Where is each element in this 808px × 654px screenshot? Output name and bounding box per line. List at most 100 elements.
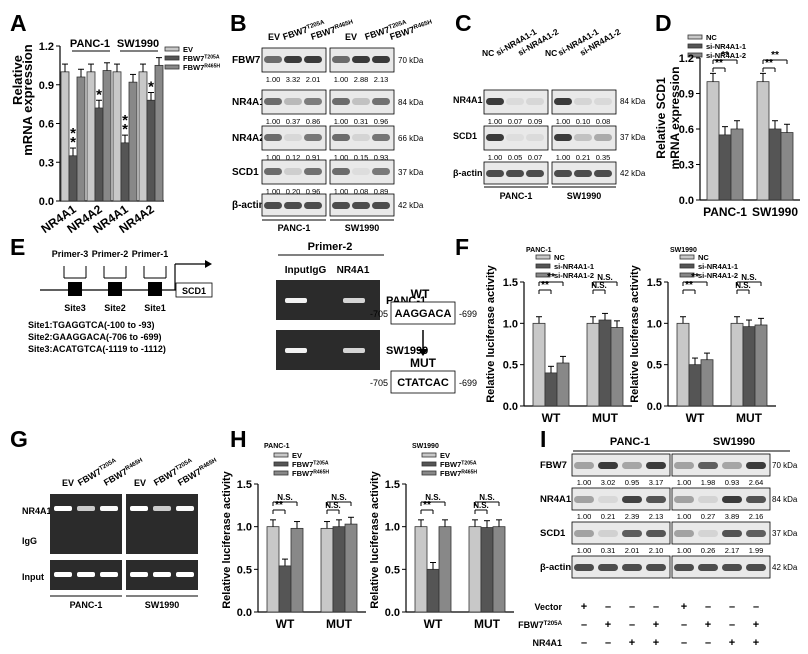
panel-g-row-label: IgG	[22, 536, 37, 546]
panel-a-sig-star: *	[70, 134, 76, 151]
panel-d-bar	[718, 134, 732, 201]
panel-f-x-tick-label: WT	[542, 411, 561, 425]
panel-e-gel-title: Primer-2	[308, 241, 353, 253]
panel-b-kda: 42 kDa	[398, 201, 424, 210]
panel-a-legend-swatch	[164, 46, 180, 52]
panel-f-mut-label: MUT	[410, 356, 437, 370]
panel-f-bar	[598, 319, 612, 407]
panel-i-treatment-mark: +	[729, 637, 735, 649]
panel-d-y-tick-label: 0.9	[679, 89, 694, 101]
panel-f-legend-swatch	[535, 254, 551, 260]
panel-c-band	[506, 134, 524, 141]
panel-i-band	[746, 462, 766, 469]
panel-d-y-label-2: mRNA expression	[668, 67, 682, 170]
panel-h-y-tick-label: 0.0	[385, 607, 400, 619]
panel-b-band	[304, 56, 322, 63]
panel-e-site-box	[68, 282, 82, 296]
panel-i-band	[722, 530, 742, 537]
panel-i-treatment-mark: +	[753, 637, 759, 649]
panel-e-site-seq: Site1:TGAGGTCA(-100 to -93)	[28, 320, 155, 330]
panel-i-row-label: NR4A1	[540, 494, 572, 505]
panel-i-band	[722, 564, 742, 571]
panel-g-gel-band	[54, 506, 72, 511]
panel-e-site-label: Site3	[64, 303, 86, 313]
panel-f-y-tick-label: 1.5	[503, 277, 518, 289]
panel-h-legend-label: FBW7T205A	[292, 460, 329, 469]
panel-i-treatment-mark: +	[581, 601, 587, 613]
panel-c-density-value: 1.00	[556, 117, 571, 126]
panel-b-kda: 66 kDa	[398, 134, 424, 143]
panel-f-mut-box	[390, 370, 456, 394]
panel-b-band	[372, 168, 390, 175]
panel-e-primer-label: Primer-2	[92, 249, 129, 259]
panel-i-treatment-mark: –	[729, 619, 735, 631]
panel-a-bar	[120, 142, 130, 202]
panel-i-treatment-label: NR4A1	[532, 638, 562, 648]
panel-d-legend-label: si-NR4A1-2	[706, 51, 746, 60]
panel-e-gel-band	[343, 298, 365, 303]
panel-a-legend-swatch	[164, 55, 180, 61]
panel-c-band	[486, 98, 504, 105]
panel-c-row-label: NR4A1	[453, 95, 483, 105]
panel-f-bar	[700, 359, 714, 407]
panel-h-y-label: Relative luciferase activity	[369, 470, 381, 608]
panel-a-bar	[68, 155, 78, 202]
panel-f-bar	[586, 322, 600, 407]
panel-i-band	[574, 496, 594, 503]
panel-b-density-value: 0.96	[306, 187, 321, 196]
panel-f-bar	[676, 322, 690, 407]
panel-a-sig-star: *	[148, 79, 154, 96]
panel-f-pos-left: -705	[370, 378, 388, 388]
panel-h-x-tick-label: MUT	[474, 617, 501, 631]
panel-b-density-value: 0.37	[286, 117, 301, 126]
panel-h-y-tick-label: 1.0	[237, 522, 252, 534]
panel-c-band	[594, 98, 612, 105]
panel-c-density-value: 0.05	[508, 153, 523, 162]
panel-b-density-value: 0.15	[354, 153, 369, 162]
panel-c-band	[554, 134, 572, 141]
panel-e-site-box	[108, 282, 122, 296]
panel-b-density-value: 0.08	[354, 187, 369, 196]
panel-f-ns-label: N.S.	[741, 273, 757, 282]
panel-i-band	[746, 564, 766, 571]
panel-h-y-tick-label: 1.5	[385, 479, 400, 491]
panel-b-density-value: 0.91	[306, 153, 321, 162]
panel-b-density-value: 0.93	[374, 153, 389, 162]
panel-i-band	[722, 496, 742, 503]
panel-b-band	[352, 98, 370, 105]
panel-i-treatment-mark: +	[653, 619, 659, 631]
panel-f-wt-seq: AAGGACA	[395, 308, 452, 320]
panel-c-actin-label: β-actin	[453, 168, 483, 178]
panel-i-blot	[671, 453, 771, 477]
panel-h-legend-label: FBW7R465H	[440, 469, 477, 478]
panel-f-x-tick-label: MUT	[592, 411, 619, 425]
panel-a-sig-star: *	[96, 86, 102, 103]
panel-d-legend-label: NC	[706, 33, 717, 42]
panel-i-treatment-mark: –	[581, 619, 587, 631]
panel-f-y-tick-label: 1.5	[647, 277, 662, 289]
panel-i-band	[622, 496, 642, 503]
panel-i-band	[746, 496, 766, 503]
panel-b-density-value: 0.89	[374, 187, 389, 196]
panel-i-band	[622, 530, 642, 537]
panel-h-y-tick-label: 0.5	[385, 564, 400, 576]
panel-i-kda: 84 kDa	[772, 495, 798, 504]
panel-h-ns-label: N.S.	[277, 493, 293, 502]
panel-f-legend-label: NC	[698, 253, 709, 262]
panel-f-chart-title: SW1990	[670, 247, 697, 254]
panel-b-density-value: 0.96	[374, 117, 389, 126]
panel-e-site-box	[148, 282, 162, 296]
panel-i-density-value: 3.02	[601, 478, 616, 487]
panel-f-ns-label: N.S.	[591, 281, 607, 290]
panel-i-kda: 42 kDa	[772, 563, 798, 572]
panel-b-band	[284, 168, 302, 175]
panel-a-y-tick-label: 1.2	[39, 41, 54, 53]
panel-b-lane-label: EV	[345, 32, 357, 42]
panel-i-density-value: 0.26	[701, 546, 716, 555]
panel-f-legend-swatch	[679, 263, 695, 269]
panel-a-y-label-2: mRNA expression	[20, 44, 35, 156]
panel-e-tss-arrow-icon	[205, 260, 212, 268]
panel-b-row-label: FBW7	[232, 55, 261, 66]
panel-label-h: H	[230, 426, 247, 452]
